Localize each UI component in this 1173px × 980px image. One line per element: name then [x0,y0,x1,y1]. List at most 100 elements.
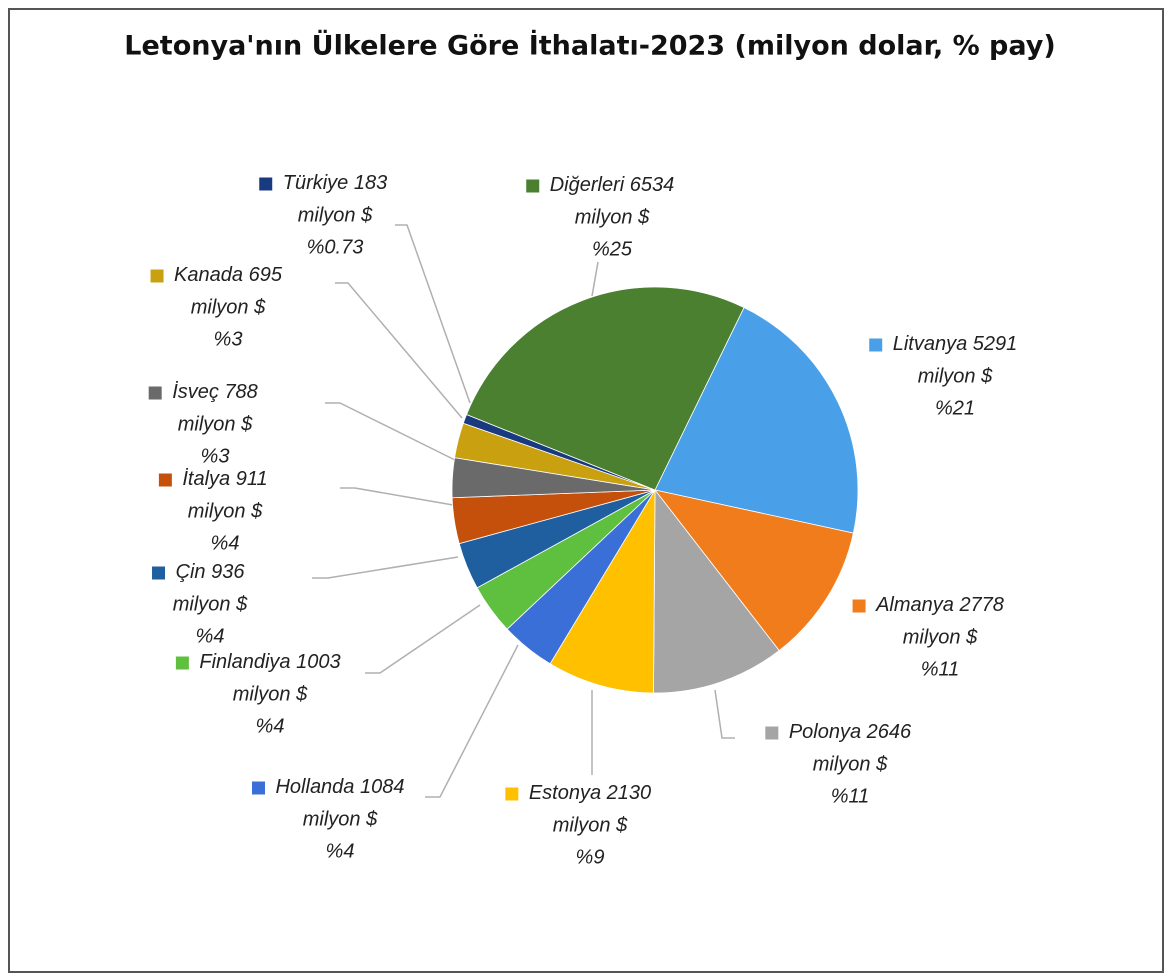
leader-line [714,689,735,739]
leader-line [335,282,463,419]
legend-key [868,337,884,353]
legend-key [851,598,867,614]
leader-line [425,644,519,798]
label-value: 6534 [630,174,675,196]
label-value: 936 [211,561,245,583]
label-category: Türkiye [283,172,349,194]
label-line: Estonya 2130 [529,782,651,804]
legend-key [525,178,541,194]
legend-key [764,725,780,741]
pie-slice [654,489,854,652]
legend-key [151,565,167,581]
label-line: Almanya 2778 [875,594,1004,616]
label-unit: milyon $ [903,626,978,648]
label-line: Litvanya 5291 [893,333,1018,355]
label-value: 695 [249,264,283,286]
leader-line [340,487,454,506]
data-label: Almanya 2778 milyon $ %11 [851,594,1004,680]
label-category: Finlandiya [199,651,290,673]
data-label: Türkiye 183 milyon $ %0.73 [258,172,388,258]
legend-key [149,268,165,284]
label-value: 2778 [958,594,1004,616]
pie-slice [466,286,745,491]
data-label: Polonya 2646 milyon $ %11 [764,721,912,807]
label-value: 183 [354,172,387,194]
pie-slice [654,307,859,534]
legend-key [157,472,173,488]
label-value: 911 [236,468,268,490]
leader-line [591,261,599,297]
label-line: Finlandiya 1003 [199,651,340,673]
chart-title: Letonya'nın Ülkelere Göre İthalatı-2023 … [124,29,1055,62]
label-percent: %25 [592,238,633,260]
label-unit: milyon $ [575,206,650,228]
label-value: 788 [224,381,257,403]
label-unit: milyon $ [173,593,248,615]
label-category: Almanya [875,594,954,616]
label-line: İsveç 788 [172,381,258,403]
legend-key [250,780,266,796]
label-category: Estonya [529,782,601,804]
label-percent: %4 [256,715,285,737]
leader-line [312,556,459,579]
label-category: Hollanda [275,776,354,798]
label-line: Hollanda 1084 [275,776,404,798]
data-label: Çin 936 milyon $ %4 [151,561,248,647]
label-percent: %3 [214,328,243,350]
label-line: Kanada 695 [174,264,283,286]
label-value: 1003 [296,651,341,673]
label-line: Çin 936 [176,561,246,583]
label-percent: %9 [576,846,605,868]
label-unit: milyon $ [191,296,266,318]
label-value: 2130 [606,782,652,804]
data-label: Hollanda 1084 milyon $ %4 [250,776,405,862]
data-label: Finlandiya 1003 milyon $ %4 [174,651,341,737]
label-percent: %11 [921,658,960,680]
label-unit: milyon $ [178,413,253,435]
label-category: İtalya [182,468,230,490]
label-percent: %4 [326,840,355,862]
data-label: Kanada 695 milyon $ %3 [149,264,283,350]
label-percent: %4 [211,532,240,554]
label-percent: %4 [196,625,225,647]
pie-slice [653,488,780,694]
data-label: İsveç 788 milyon $ %3 [147,381,258,467]
label-unit: milyon $ [188,500,263,522]
pie [451,286,859,694]
label-unit: milyon $ [303,808,378,830]
data-label: Diğerleri 6534 milyon $ %25 [525,174,675,260]
pie-slice [549,488,656,694]
label-unit: milyon $ [553,814,628,836]
legend-key [147,385,163,401]
leader-line [395,224,471,404]
label-percent: %3 [201,445,230,467]
label-category: Diğerleri [550,174,625,196]
leader-line [365,604,481,674]
label-category: Çin [176,561,206,583]
label-unit: milyon $ [233,683,308,705]
data-label: Litvanya 5291 milyon $ %21 [868,333,1018,419]
label-category: İsveç [172,381,219,403]
label-value: 2646 [866,721,912,743]
label-percent: %21 [935,397,975,419]
label-line: Türkiye 183 [283,172,388,194]
label-line: İtalya 911 [182,468,267,490]
label-line: Polonya 2646 [789,721,912,743]
label-value: 5291 [973,333,1018,355]
label-percent: %11 [831,785,870,807]
label-category: Polonya [789,721,861,743]
label-category: Litvanya [893,333,968,355]
data-label: Estonya 2130 milyon $ %9 [504,782,651,868]
label-unit: milyon $ [813,753,888,775]
legend-key [258,176,274,192]
label-unit: milyon $ [918,365,993,387]
leader-lines [312,224,735,798]
legend-key [504,786,520,802]
label-line: Diğerleri 6534 [550,174,675,196]
label-category: Kanada [174,264,243,286]
data-label: İtalya 911 milyon $ %4 [157,468,268,554]
label-value: 1084 [360,776,405,798]
leader-line [325,402,456,461]
label-unit: milyon $ [298,204,373,226]
